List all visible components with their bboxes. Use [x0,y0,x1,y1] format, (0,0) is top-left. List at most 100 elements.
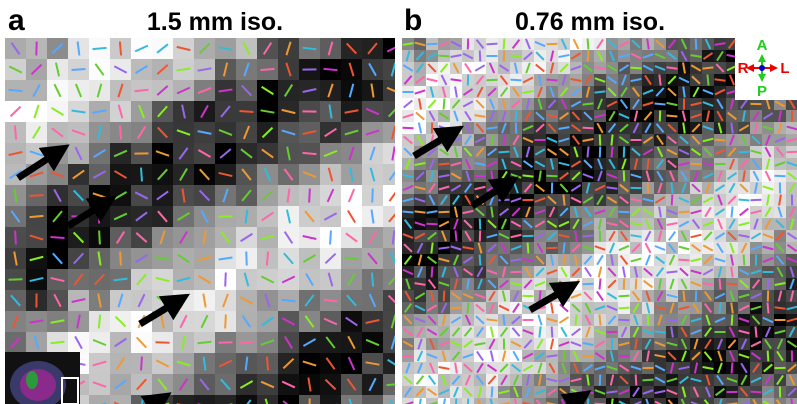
fiber-segment [619,296,630,297]
fiber-segment [599,279,600,290]
fiber-segment [588,51,589,62]
fiber-segment [267,252,268,266]
fiber-segment [93,48,107,49]
fiber-segment [732,363,733,374]
fiber-segment [671,183,672,194]
fiber-segment [324,69,338,70]
fiber-segment [403,212,414,213]
voxel [278,395,299,404]
fiber-segment [455,231,456,242]
fiber-segment [775,176,786,177]
fiber-segment [120,252,121,266]
fiber-segment [225,273,226,287]
fiber-segment [99,231,100,245]
fiber-segment [648,183,649,194]
fiber-segment [240,111,254,112]
fiber-segment [439,56,450,57]
fiber-segment [755,327,756,338]
fiber-segment [583,103,594,104]
fiber-segment [303,153,317,154]
inset [5,352,80,404]
panel-label: a [8,4,25,37]
fiber-segment [261,69,275,70]
fiber-segment [431,243,432,254]
fiber-segment [611,147,612,158]
fiber-segment [387,384,401,385]
fiber-segment [504,51,505,62]
fiber-segment [432,267,433,278]
fiber-segment [219,342,233,343]
fiber-segment [607,187,618,188]
fiber-segment [744,255,745,266]
orientation-label: P [757,83,767,100]
fiber-segment [547,248,558,249]
fiber-segment [480,255,481,266]
fiber-segment [575,315,576,326]
fiber-segment [156,342,170,343]
fiber-segment [309,189,310,203]
fiber-segment [588,39,589,50]
fiber-segment [451,308,462,309]
fiber-segment [15,231,16,245]
voxel [383,395,404,404]
fiber-segment [246,252,247,266]
fiber-segment [595,91,606,92]
fiber-segment [372,273,373,287]
fiber-segment [51,237,65,238]
fiber-segment [751,200,762,201]
fiber-segment [547,79,558,80]
fiber-segment [707,75,708,86]
fiber-segment [667,271,678,272]
fiber-segment [511,272,522,273]
fiber-segment [719,279,720,290]
fiber-segment [588,399,589,404]
fiber-segment [439,163,450,164]
fiber-segment [563,195,564,206]
fiber-segment [539,291,540,302]
fiber-segment [267,357,268,371]
panel-a-image [5,38,404,404]
fiber-segment [372,189,373,203]
fiber-segment [583,284,594,285]
fiber-segment [659,75,660,86]
fiber-segment [587,147,588,158]
fiber-segment [492,135,493,146]
fiber-segment [679,212,690,213]
fiber-segment [703,67,714,68]
fiber-segment [487,319,498,320]
fiber-segment [487,44,498,45]
fiber-segment [715,139,726,140]
fiber-segment [499,152,510,153]
fiber-segment [183,336,184,350]
fiber-segment [611,135,612,146]
fiber-segment [503,315,504,326]
panel-title: 1.5 mm iso. [147,8,283,36]
fiber-segment [643,380,654,381]
fiber-segment [539,327,540,338]
fiber-segment [636,279,637,290]
figure: a 1.5 mm iso. b 0.76 mm iso. A R L P [0,0,797,404]
panel-title: 0.76 mm iso. [515,8,665,36]
fiber-segment [600,135,601,146]
fiber-segment [767,303,768,314]
fiber-segment [672,195,673,206]
fiber-segment [696,39,697,50]
fiber-segment [99,315,100,329]
fiber-segment [768,279,769,290]
fiber-segment [120,126,121,140]
fiber-segment [528,243,529,254]
fiber-segment [564,351,565,362]
fiber-segment [523,175,534,176]
voxel [320,395,341,404]
fiber-segment [739,152,750,153]
fiber-segment [739,200,750,201]
fiber-segment [468,399,469,404]
fiber-segment [732,315,733,326]
fiber-segment [751,392,762,393]
fiber-segment [552,327,553,338]
fiber-segment [667,67,678,68]
fiber-segment [636,375,637,386]
voxel [215,395,236,404]
fiber-segment [599,315,600,326]
fiber-segment [309,399,310,404]
